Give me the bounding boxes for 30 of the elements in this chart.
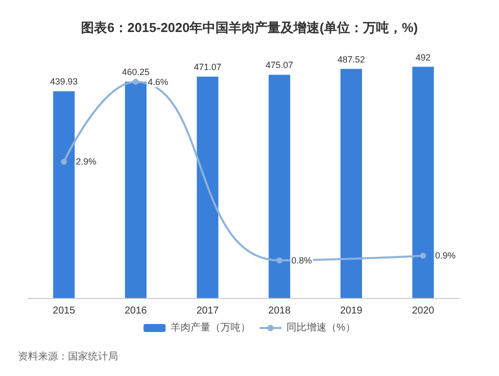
data-label: 492 (416, 52, 431, 62)
data-label: 439.93 (50, 76, 78, 87)
x-tick-label: 2017 (196, 306, 220, 316)
data-label: 460.25 (122, 67, 150, 78)
bar (196, 76, 218, 298)
x-tick-label: 2019 (340, 306, 363, 316)
x-tick-label: 2016 (124, 306, 148, 316)
data-label: 2.9% (76, 156, 96, 167)
text: 资料来源：国家统计局 (18, 350, 118, 362)
x-tick-label: 2018 (268, 306, 291, 316)
data-label: 0.9% (435, 250, 456, 261)
bar (124, 82, 147, 298)
point (276, 257, 282, 264)
data-label: 487.52 (337, 54, 366, 64)
point (420, 252, 426, 259)
bar (268, 74, 290, 298)
x-tick-label: 2020 (412, 306, 435, 316)
data-label: 4.6% (148, 76, 168, 87)
data-label: 0.8% (291, 255, 312, 266)
x-tick-label: 2015 (52, 306, 76, 316)
bar (53, 91, 75, 298)
point (60, 158, 67, 165)
legend-label: 羊肉产量（万吨） (170, 322, 251, 334)
bar (340, 68, 362, 298)
chart-title: 图表6：2015-2020年中国羊肉产量及增速(单位：万吨，%) (81, 20, 418, 35)
legend-label: 同比增速（%） (286, 322, 356, 334)
data-label: 475.07 (266, 60, 294, 70)
bar (412, 66, 434, 298)
data-label: 471.07 (194, 62, 222, 72)
point (132, 78, 139, 85)
